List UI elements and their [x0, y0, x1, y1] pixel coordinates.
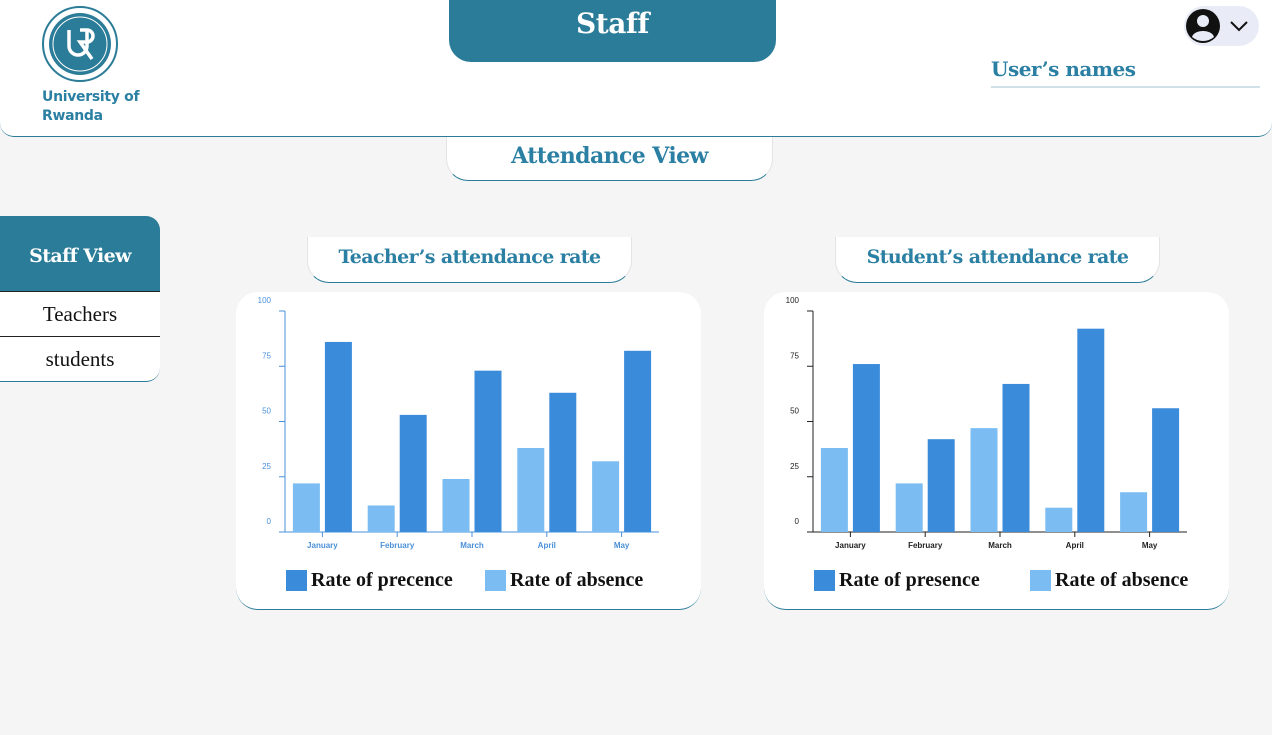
bar-presence — [399, 414, 427, 532]
bar-absence — [367, 505, 395, 532]
top-header: University of Rwanda Staff User’s names — [0, 0, 1272, 137]
sidebar: Staff View Teachers students — [0, 216, 160, 382]
bar-absence — [970, 428, 998, 532]
legend-swatch-absence — [485, 569, 506, 591]
bar-absence — [1045, 507, 1073, 532]
y-tick-label: 0 — [795, 517, 800, 526]
bar-presence — [927, 439, 955, 532]
bar-presence — [474, 370, 502, 532]
teacher-chart-title: Teacher’s attendance rate — [307, 237, 632, 283]
logo-text: University of Rwanda — [42, 89, 140, 124]
bar-presence — [1152, 408, 1180, 532]
legend-swatch-presence — [286, 569, 307, 591]
x-tick-label: April — [1066, 541, 1084, 550]
legend-label-presence: Rate of presence — [839, 568, 980, 591]
y-tick-label: 50 — [790, 407, 799, 416]
bar-absence — [1120, 492, 1148, 532]
y-tick-label: 75 — [262, 351, 271, 360]
x-tick-label: March — [460, 541, 484, 550]
sidebar-item-students[interactable]: students — [0, 336, 160, 381]
user-name[interactable]: User’s names — [991, 56, 1260, 88]
legend-swatch-presence — [814, 569, 835, 591]
y-tick-label: 75 — [790, 351, 799, 360]
x-tick-label: January — [835, 541, 866, 550]
y-tick-label: 0 — [267, 517, 272, 526]
bar-presence — [324, 341, 352, 532]
account-circle-icon — [1186, 9, 1220, 43]
legend-presence: Rate of presence — [814, 568, 980, 592]
y-tick-label: 25 — [262, 462, 271, 471]
x-tick-label: January — [307, 541, 338, 550]
section-title: Staff — [449, 0, 776, 62]
bar-presence — [549, 392, 577, 532]
student-chart-title: Student’s attendance rate — [835, 237, 1160, 283]
chevron-down-icon — [1230, 21, 1248, 32]
x-tick-label: February — [380, 541, 415, 550]
legend-presence: Rate of precence — [286, 568, 453, 592]
legend-swatch-absence — [1030, 569, 1051, 591]
student-chart-plot: 0 25 50 75 100 January February March April May — [786, 296, 1187, 550]
view-title: Attendance View — [446, 137, 773, 181]
x-tick-label: February — [908, 541, 943, 550]
student-attendance-chart: 0 25 50 75 100 January February March April May R… — [764, 292, 1229, 610]
user-menu-button[interactable] — [1184, 6, 1259, 46]
teacher-attendance-chart: 0 25 50 75 100 January February March April May R… — [236, 292, 701, 610]
bar-presence — [624, 350, 652, 532]
x-tick-label: May — [1142, 541, 1158, 550]
y-tick-label: 100 — [258, 296, 272, 305]
x-tick-label: April — [538, 541, 556, 550]
bar-absence — [820, 448, 848, 532]
teacher-chart-plot: 0 25 50 75 100 January February March April May — [258, 296, 659, 550]
university-logo[interactable]: University of Rwanda — [42, 6, 152, 126]
bar-absence — [442, 478, 470, 532]
bar-presence — [1002, 383, 1030, 532]
x-tick-label: May — [614, 541, 630, 550]
bar-absence — [517, 448, 545, 532]
bar-presence — [1077, 328, 1105, 532]
legend-label-absence: Rate of absence — [1055, 568, 1189, 591]
bar-absence — [592, 461, 620, 532]
university-seal-logo — [42, 6, 118, 82]
y-tick-label: 25 — [790, 462, 799, 471]
y-tick-label: 100 — [786, 296, 800, 305]
bar-absence — [895, 483, 923, 532]
bar-absence — [292, 483, 320, 532]
sidebar-item-teachers[interactable]: Teachers — [0, 291, 160, 336]
legend-label-absence: Rate of absence — [510, 568, 644, 591]
bar-presence — [852, 364, 880, 532]
x-tick-label: March — [988, 541, 1012, 550]
y-tick-label: 50 — [262, 407, 271, 416]
sidebar-title[interactable]: Staff View — [0, 216, 160, 291]
legend-absence: Rate of absence — [485, 568, 643, 592]
legend-absence: Rate of absence — [1030, 568, 1188, 592]
legend-label-presence: Rate of precence — [311, 568, 453, 591]
